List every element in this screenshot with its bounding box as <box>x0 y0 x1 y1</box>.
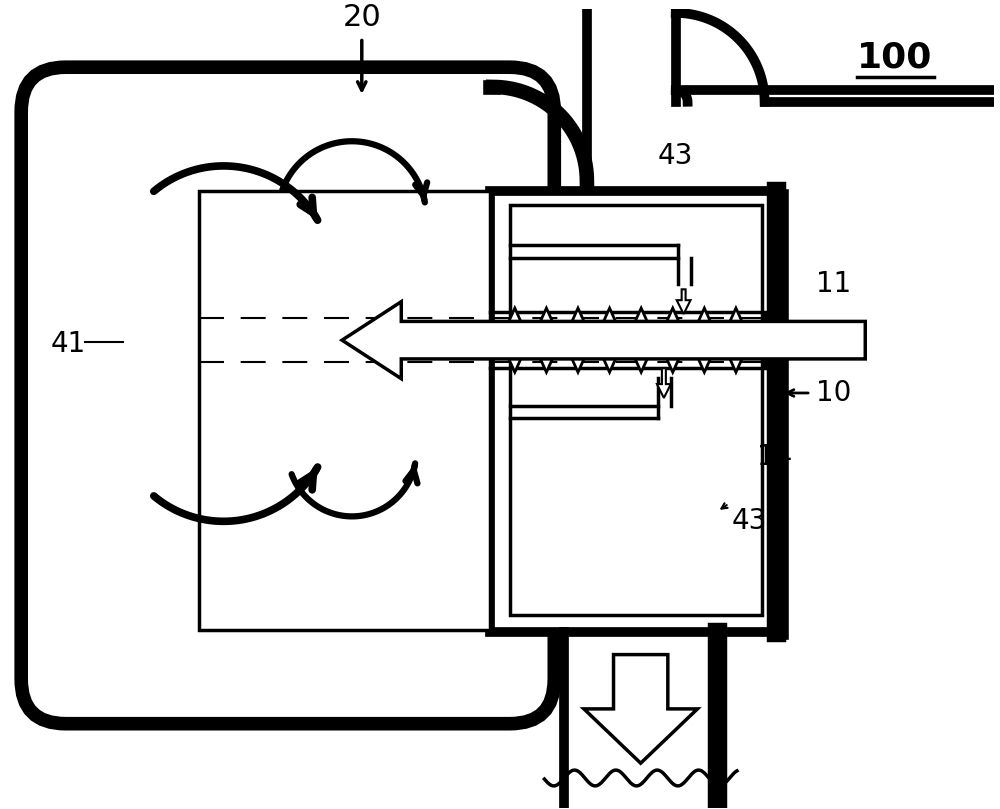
FancyArrow shape <box>342 302 865 379</box>
Text: 41: 41 <box>51 329 86 358</box>
FancyArrow shape <box>601 328 618 372</box>
FancyArrow shape <box>664 328 682 372</box>
FancyArrow shape <box>664 308 682 352</box>
Text: 43: 43 <box>732 507 767 536</box>
Bar <box>762 312 781 324</box>
Text: 20: 20 <box>342 3 381 32</box>
Text: 100: 100 <box>857 40 933 74</box>
FancyArrow shape <box>569 308 587 352</box>
Text: 10: 10 <box>816 379 851 407</box>
FancyArrow shape <box>506 328 524 372</box>
FancyArrow shape <box>695 328 713 372</box>
FancyArrow shape <box>632 308 650 352</box>
FancyArrow shape <box>601 308 618 352</box>
FancyBboxPatch shape <box>21 67 554 724</box>
FancyArrow shape <box>657 368 671 398</box>
FancyArrow shape <box>727 328 745 372</box>
Bar <box>199 191 490 630</box>
FancyArrow shape <box>677 290 691 314</box>
Text: 14: 14 <box>757 443 792 471</box>
FancyArrow shape <box>569 328 587 372</box>
FancyArrow shape <box>506 308 524 352</box>
Bar <box>510 205 762 615</box>
Bar <box>490 191 781 632</box>
FancyArrow shape <box>538 308 555 352</box>
Text: 11: 11 <box>816 270 851 299</box>
Bar <box>762 357 781 368</box>
FancyArrow shape <box>632 328 650 372</box>
Text: 43: 43 <box>658 142 693 170</box>
FancyArrow shape <box>538 328 555 372</box>
FancyArrow shape <box>695 308 713 352</box>
FancyArrow shape <box>727 308 745 352</box>
FancyArrow shape <box>584 654 697 763</box>
